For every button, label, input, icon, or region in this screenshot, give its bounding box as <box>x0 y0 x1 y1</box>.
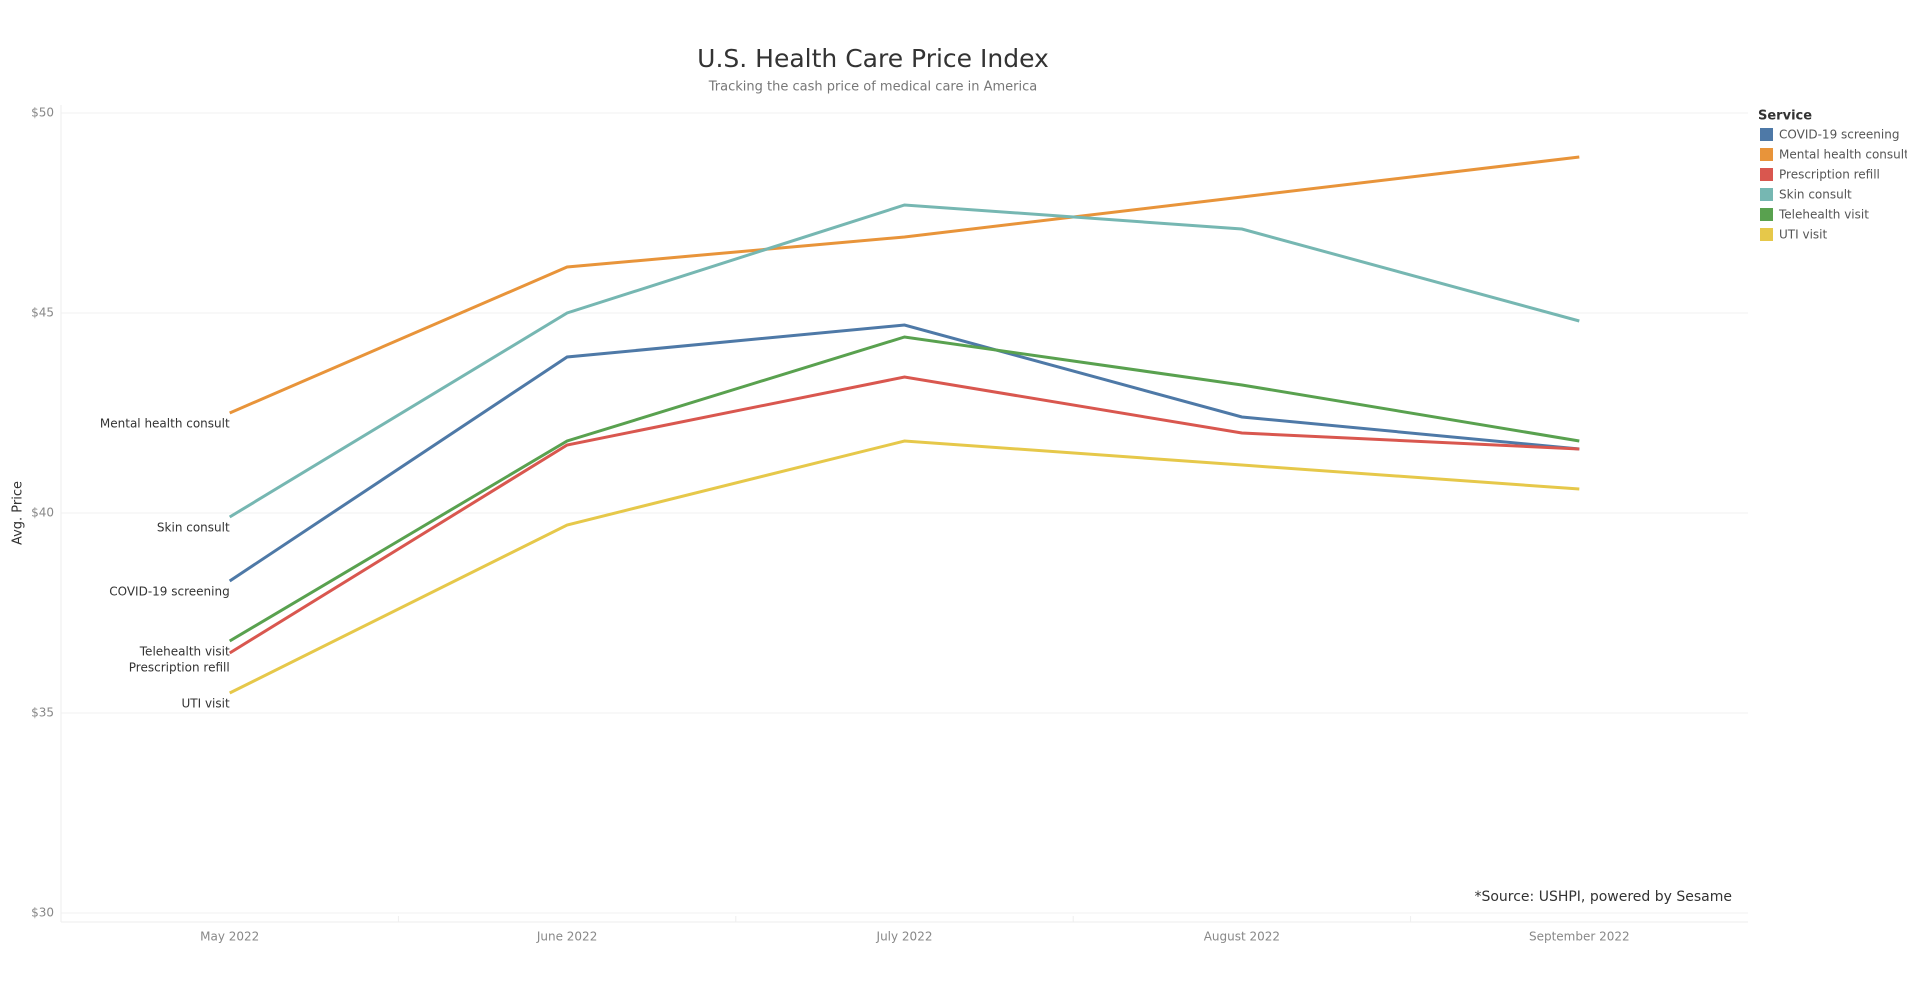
line-label: Prescription refill <box>129 661 230 675</box>
series-line <box>228 203 1580 519</box>
legend-title: Service <box>1758 109 1812 124</box>
legend-swatch <box>1760 208 1773 221</box>
series-line <box>229 439 1580 695</box>
legend-label: Skin consult <box>1779 188 1852 202</box>
y-tick-label: $35 <box>31 706 54 720</box>
x-tick-label: August 2022 <box>1204 930 1280 944</box>
line-label: UTI visit <box>181 697 229 711</box>
line-label: Skin consult <box>157 521 230 535</box>
chart-title: U.S. Health Care Price Index <box>697 44 1049 73</box>
series-line <box>228 323 1580 583</box>
legend-swatch <box>1760 168 1773 181</box>
chart-subtitle: Tracking the cash price of medical care … <box>708 80 1037 95</box>
series-line <box>228 375 1580 655</box>
legend-swatch <box>1760 228 1773 241</box>
line-label: Mental health consult <box>100 417 230 431</box>
line-label: Telehealth visit <box>139 645 230 659</box>
line-label: COVID-19 screening <box>109 585 229 599</box>
series-line <box>228 335 1580 643</box>
legend-swatch <box>1760 128 1773 141</box>
legend-label: Mental health consult <box>1779 148 1907 162</box>
y-axis-title: Avg. Price <box>11 481 26 545</box>
legend-label: UTI visit <box>1779 228 1827 242</box>
legend-label: Telehealth visit <box>1778 208 1869 222</box>
x-tick-label: June 2022 <box>536 930 598 944</box>
legend-swatch <box>1760 148 1773 161</box>
x-tick-label: September 2022 <box>1529 930 1630 944</box>
annotation: *Source: USHPI, powered by Sesame <box>1474 889 1732 905</box>
series-line <box>229 155 1580 415</box>
y-tick-label: $30 <box>31 906 54 920</box>
y-tick-label: $50 <box>31 106 54 120</box>
y-tick-label: $45 <box>31 306 54 320</box>
legend-label: Prescription refill <box>1779 168 1880 182</box>
x-tick-label: July 2022 <box>876 930 933 944</box>
x-tick-label: May 2022 <box>200 930 259 944</box>
legend-swatch <box>1760 188 1773 201</box>
legend-label: COVID-19 screening <box>1779 128 1899 142</box>
y-tick-label: $40 <box>31 506 54 520</box>
